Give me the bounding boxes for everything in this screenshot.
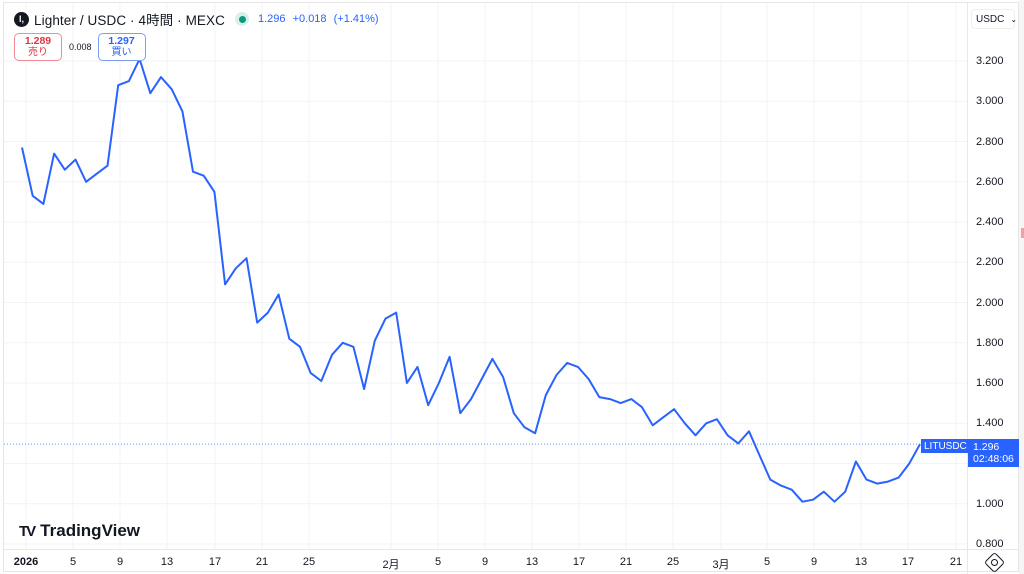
time-axis-label: 21 xyxy=(619,556,633,568)
time-axis-label: 13 xyxy=(160,556,174,568)
buy-label: 買い xyxy=(111,47,132,58)
currency-select[interactable]: USDC ⌄ xyxy=(971,9,1018,29)
price-change: +0.018 xyxy=(292,13,327,25)
time-axis-label: 9 xyxy=(116,556,124,568)
chart-plot-area[interactable] xyxy=(4,3,967,549)
time-axis-label: 2026 xyxy=(13,556,39,568)
price-axis-label: 1.400 xyxy=(976,417,1004,430)
currency-value: USDC xyxy=(976,13,1005,25)
sell-price: 1.289 xyxy=(24,35,52,47)
quote-values: 1.296 +0.018 (+1.41%) xyxy=(258,13,383,25)
time-axis-label: 9 xyxy=(481,556,489,568)
last-price: 1.296 xyxy=(258,13,286,25)
time-axis-label: 13 xyxy=(854,556,868,568)
symbol-header: l, Lighter / USDC · 4時間 · MEXC 1.296 +0.… xyxy=(14,9,383,29)
price-axis-label: 2.400 xyxy=(976,216,1004,228)
trade-buttons: 1.289 売り 0.008 1.297 買い xyxy=(14,33,146,61)
time-axis-label: 5 xyxy=(763,556,771,568)
time-axis-label: 25 xyxy=(666,556,680,568)
time-axis-label: 21 xyxy=(949,556,963,568)
tradingview-mark-icon: TV xyxy=(19,522,36,540)
right-scroll-strip[interactable] xyxy=(1019,0,1024,574)
price-axis-label: 1.600 xyxy=(976,377,1004,389)
price-chart[interactable] xyxy=(4,3,967,549)
price-axis-label: 2.800 xyxy=(976,135,1004,148)
symbol-price-tag: LITUSDC xyxy=(921,439,970,453)
settings-gear-icon xyxy=(983,551,1006,573)
spread-value: 0.008 xyxy=(69,42,92,52)
time-axis-label: 21 xyxy=(255,556,269,568)
time-axis-label: 9 xyxy=(810,556,818,568)
last-price-tag: 1.296 02:48:06 xyxy=(968,439,1020,467)
price-axis-label: 2.600 xyxy=(976,175,1004,188)
price-axis-label: 1.800 xyxy=(976,336,1004,349)
chevron-down-icon: ⌄ xyxy=(1010,14,1018,24)
tradingview-logo[interactable]: TV TradingView xyxy=(19,521,140,541)
price-axis-label: 2.000 xyxy=(976,296,1004,309)
sell-label: 売り xyxy=(28,47,48,58)
tradingview-wordmark: TradingView xyxy=(40,521,140,540)
market-status-icon[interactable] xyxy=(235,12,249,26)
time-axis-label: 17 xyxy=(572,556,586,568)
price-axis-label: 2.200 xyxy=(976,256,1004,269)
time-axis-label: 2月 xyxy=(382,559,400,571)
buy-button[interactable]: 1.297 買い xyxy=(97,33,146,61)
time-axis-label: 25 xyxy=(302,556,316,568)
buy-price: 1.297 xyxy=(108,35,135,47)
time-axis-label: 17 xyxy=(208,556,222,568)
bar-countdown: 02:48:06 xyxy=(973,453,1014,465)
chart-frame: 3.200 3.000 2.800 2.600 2.400 2.200 2.000 1.800… xyxy=(3,2,1021,574)
lighter-logo-icon: l, xyxy=(14,11,29,27)
symbol-title[interactable]: Lighter / USDC · 4時間 · MEXC xyxy=(34,13,225,28)
price-axis[interactable]: 3.200 3.000 2.800 2.600 2.400 2.200 2.000 1.800… xyxy=(967,3,1021,550)
price-axis-label: 1.000 xyxy=(976,497,1004,510)
price-axis-label: 3.000 xyxy=(976,95,1004,108)
time-axis[interactable]: 2026 5 9 13 17 21 25 2月 5 9 13 17 21 25 3月 5 9 13 17 21 xyxy=(4,549,967,574)
price-change-percent: (+1.41%) xyxy=(333,13,379,25)
chart-settings-button[interactable] xyxy=(967,549,1021,574)
sell-button[interactable]: 1.289 売り xyxy=(14,33,62,61)
time-axis-label: 5 xyxy=(69,556,77,568)
last-price-tag-value: 1.296 xyxy=(973,441,1000,453)
time-axis-label: 3月 xyxy=(712,559,730,571)
price-axis-label: 3.200 xyxy=(976,55,1004,67)
time-axis-label: 13 xyxy=(525,556,539,568)
price-axis-label: 0.800 xyxy=(976,538,1004,550)
time-axis-label: 17 xyxy=(901,556,915,568)
time-axis-label: 5 xyxy=(434,556,442,568)
